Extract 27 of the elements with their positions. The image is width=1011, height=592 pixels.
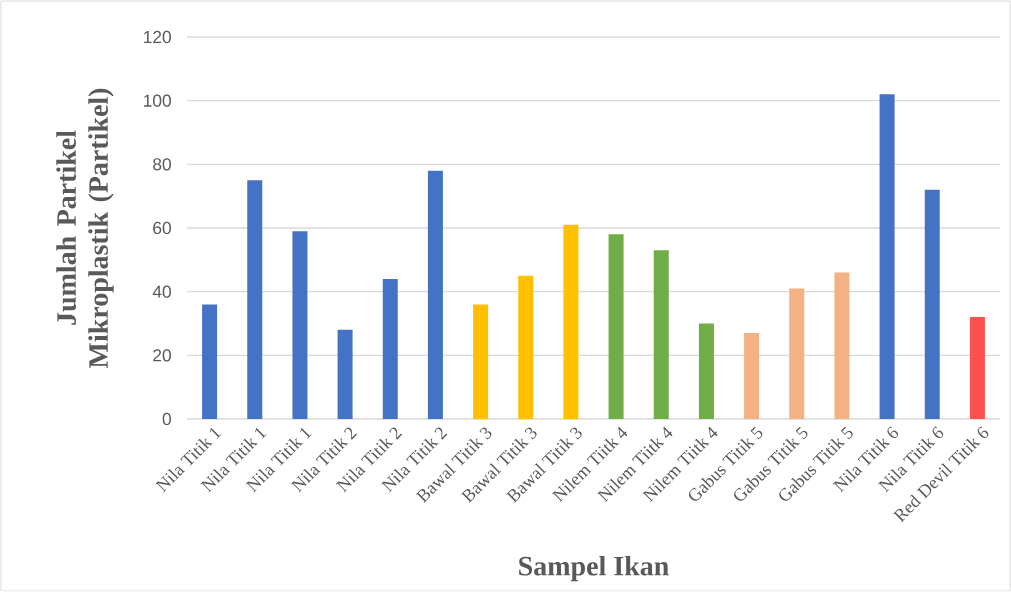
bar [744,333,760,419]
bar [834,272,850,419]
y-tick-label: 100 [144,94,171,107]
bar [969,317,985,419]
y-tick-label: 0 [162,412,171,426]
bar [382,278,398,419]
y-tick-label: 80 [153,158,171,171]
bar [563,224,579,419]
bar [653,250,669,419]
bar [698,323,714,419]
bar [879,94,895,419]
bar [518,275,534,419]
y-axis-title: Jumlah Partikel Mikroplastik (Partikel) [56,88,114,369]
bar [337,329,353,419]
bar [292,231,308,419]
x-axis-title: Sampel Ikan [519,555,669,582]
bar [924,189,940,419]
y-tick-label: 60 [153,221,171,235]
y-tick-label: 40 [152,285,171,298]
y-tick-label: 120 [144,30,171,44]
y-tick-label: 20 [153,349,171,362]
bar [473,304,489,419]
bar [202,304,218,419]
bar [789,288,805,419]
bar [247,180,263,419]
bar [608,234,624,419]
bar [427,170,443,419]
